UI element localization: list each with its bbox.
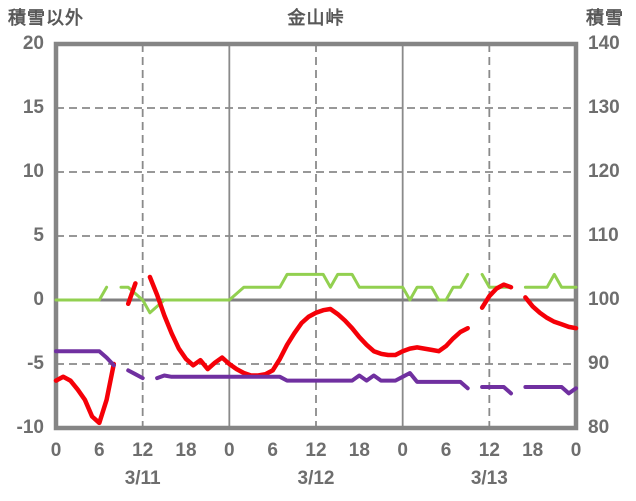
x-axis-hour-label: 0	[397, 440, 408, 461]
right-axis-tick-label: 130	[588, 97, 620, 118]
series-line-purple	[54, 349, 578, 396]
x-axis-hour-label: 0	[224, 440, 235, 461]
left-axis-tick-label: 5	[33, 225, 44, 246]
right-axis-tick-label: 90	[588, 353, 610, 374]
x-axis-hour-label: 6	[267, 440, 278, 461]
x-axis-hour-label: 12	[305, 440, 327, 461]
x-axis-date-label: 3/13	[470, 468, 508, 489]
left-axis-tick-label: 20	[22, 33, 44, 54]
right-axis-tick-label: 110	[588, 225, 619, 246]
x-axis-date-label: 3/12	[297, 468, 335, 489]
left-axis-tick-label: -10	[16, 417, 44, 438]
x-axis-hour-label: 0	[50, 440, 62, 461]
x-axis-hour-label: 0	[570, 440, 582, 461]
series-line-green	[54, 272, 578, 315]
left-axis-title: 積雪以外	[8, 8, 84, 28]
x-axis-hour-label: 12	[132, 440, 154, 461]
right-axis-tick-label: 120	[588, 161, 620, 182]
right-axis-tick-label: 140	[588, 33, 620, 54]
plot-frame	[53, 41, 579, 431]
x-axis-hour-label: 18	[348, 440, 370, 461]
x-axis-hour-label: 18	[522, 440, 544, 461]
x-axis-hour-label: 6	[94, 440, 105, 461]
x-axis-hour-label: 18	[175, 440, 197, 461]
chart-title: 金山峠	[287, 8, 345, 28]
series-line-red	[53, 274, 579, 426]
x-axis-hour-label: 6	[440, 440, 452, 461]
left-axis-tick-label: 0	[33, 289, 44, 310]
left-axis-tick-label: 10	[22, 161, 44, 182]
left-axis-tick-label: 15	[22, 97, 44, 118]
right-axis-title: 積雪	[586, 8, 624, 28]
right-axis-tick-label: 80	[588, 417, 610, 438]
x-axis-hour-label: 12	[478, 440, 500, 461]
left-axis-tick-label: -5	[27, 353, 44, 374]
x-axis-date-label: 3/11	[124, 468, 161, 489]
right-axis-tick-label: 100	[588, 289, 620, 310]
